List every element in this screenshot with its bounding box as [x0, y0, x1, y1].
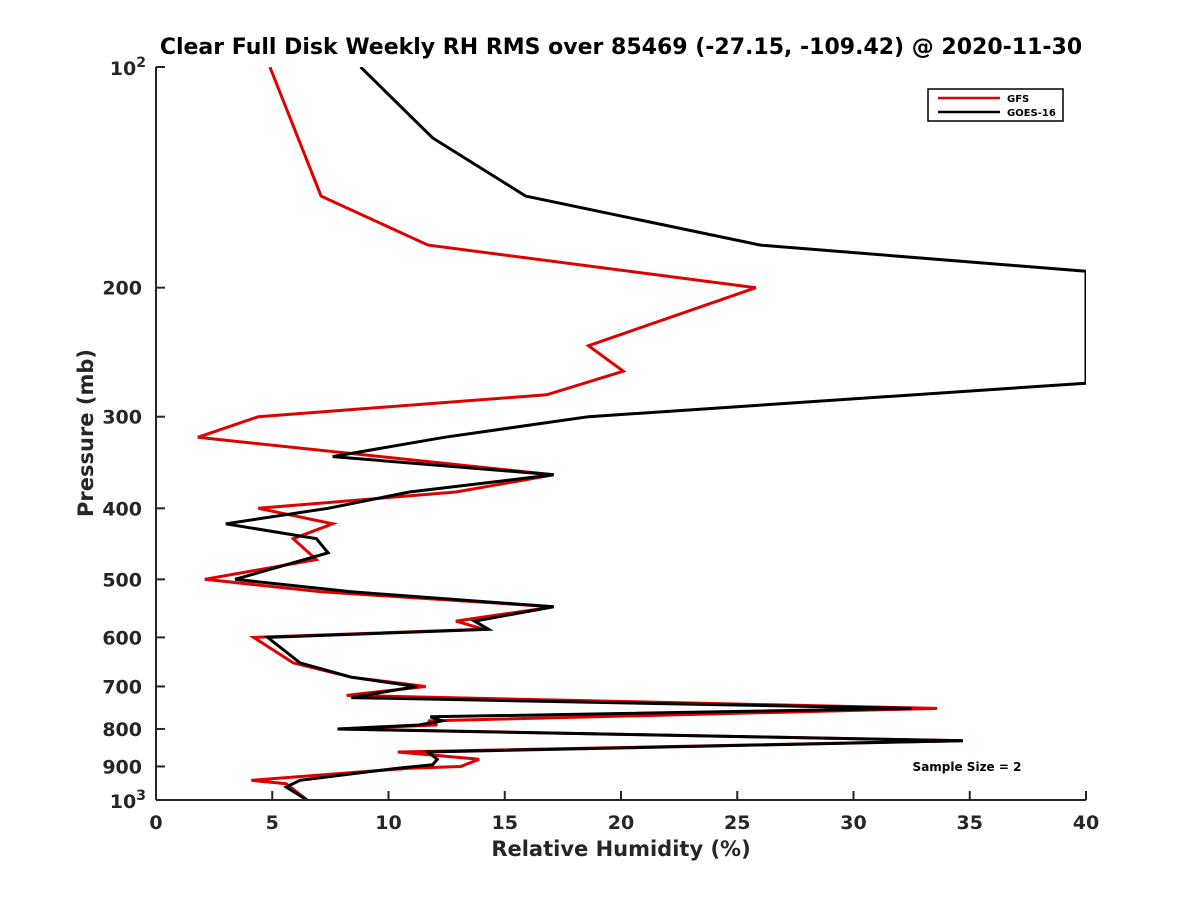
y-tick-label: 103	[110, 788, 146, 813]
y-tick-label: 900	[102, 756, 142, 778]
y-axis-label: Pressure (mb)	[74, 349, 98, 517]
series-line-gfs	[197, 67, 963, 800]
x-tick-label: 35	[957, 812, 983, 834]
sample-size-annotation: Sample Size = 2	[913, 760, 1022, 774]
x-tick-label: 5	[266, 812, 279, 834]
y-tick-label: 102	[110, 55, 146, 80]
legend-label-goes16: GOES-16	[1007, 108, 1056, 119]
y-tick-label: 300	[102, 407, 142, 429]
legend-label-gfs: GFS	[1007, 94, 1029, 105]
plot-area	[156, 67, 1086, 800]
x-tick-label: 40	[1073, 812, 1099, 834]
x-ticks: 0 5 10 15 20 25 30 35 40	[149, 791, 1099, 834]
series-layer	[197, 67, 1086, 800]
y-tick-label: 600	[102, 627, 142, 649]
y-tick-label: 800	[102, 719, 142, 741]
x-tick-label: 20	[608, 812, 634, 834]
legend-box	[927, 88, 1064, 122]
x-tick-label: 15	[492, 812, 518, 834]
chart-title: Clear Full Disk Weekly RH RMS over 85469…	[160, 35, 1082, 60]
y-tick-label: 200	[102, 278, 142, 300]
y-tick-label: 500	[102, 569, 142, 591]
x-tick-label: 25	[724, 812, 750, 834]
plot-background	[156, 67, 1086, 800]
x-tick-label: 0	[149, 812, 162, 834]
series-line-goes16	[225, 67, 1086, 800]
legend: GFS GOES-16	[927, 88, 1064, 122]
x-tick-label: 30	[840, 812, 866, 834]
y-tick-label: 400	[102, 498, 142, 520]
x-axis-label: Relative Humidity (%)	[491, 837, 750, 861]
y-ticks: 102 200 300 400 500 600 700 800 900 103	[102, 55, 165, 813]
y-tick-label: 700	[102, 676, 142, 698]
x-tick-label: 10	[375, 812, 401, 834]
